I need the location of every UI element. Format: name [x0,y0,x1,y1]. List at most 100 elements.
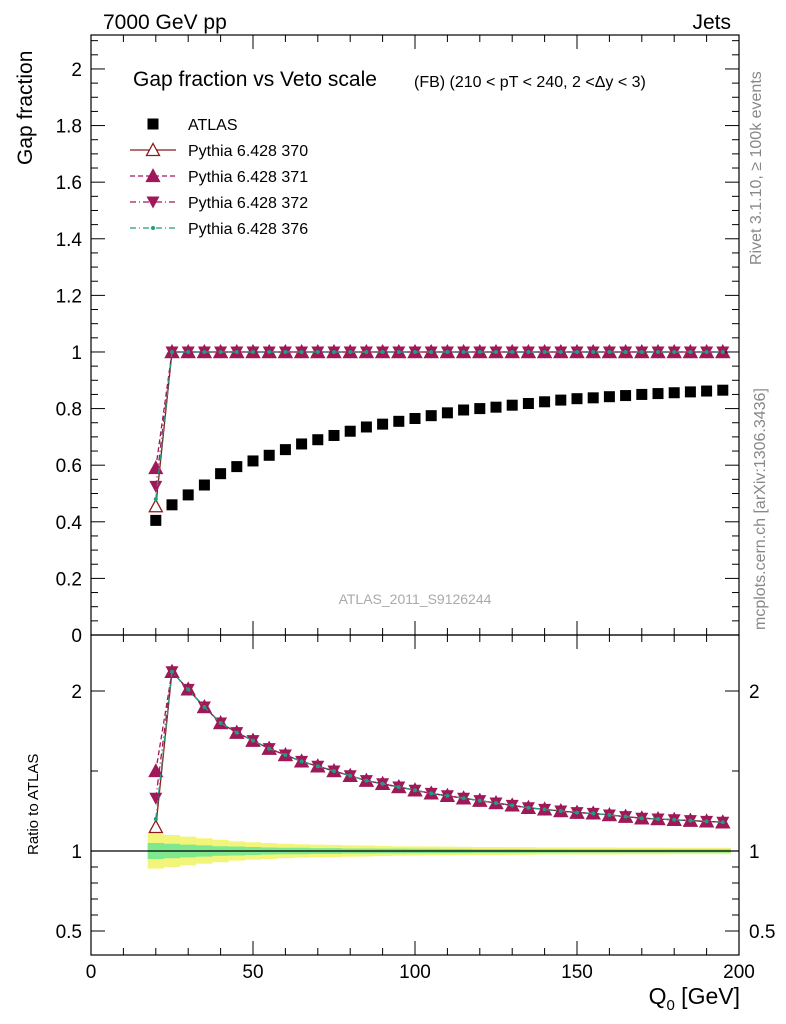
x-tick-label: 0 [86,962,97,983]
main-point-atlas [458,404,470,416]
ratio-point-pythia-6-428-376 [704,819,709,824]
main-y-tick-label: 0 [71,626,82,647]
main-point-pythia-6-428-376 [461,349,466,354]
main-y-tick-label: 1.8 [56,117,82,138]
main-point-pythia-6-428-376 [380,349,385,354]
ratio-point-pythia-6-428-376 [315,764,320,769]
legend: ATLAS Pythia 6.428 370 Pythia 6.428 371 Pyt… [130,117,308,238]
ratio-point-pythia-6-428-376 [461,796,466,801]
main-point-atlas [684,386,696,398]
legend-label-pythia-6-428-376: Pythia 6.428 376 [188,221,308,238]
main-point-pythia-6-428-376 [510,349,515,354]
main-point-pythia-6-428-376 [639,349,644,354]
x-axis-title-subscript: 0 [666,997,674,1014]
main-point-atlas [506,399,518,411]
main-point-pythia-6-428-376 [348,349,353,354]
ratio-point-pythia-6-428-376 [720,820,725,825]
main-point-pythia-6-428-376 [202,349,207,354]
main-line-pythia-6-428-370 [155,351,723,507]
ratio-point-pythia-6-428-376 [267,746,272,751]
ratio-point-pythia-6-428-376 [526,805,531,810]
ratio-point-pythia-6-428-376 [186,687,191,692]
legend-label-atlas: ATLAS [188,117,238,134]
main-point-atlas [636,388,648,400]
main-point-atlas [360,421,372,433]
main-point-atlas [312,434,324,446]
main-point-atlas [539,396,551,408]
ratio-y-tick-label-right: 0.5 [749,922,775,943]
main-point-pythia-6-428-376 [623,349,628,354]
x-tick-label: 50 [242,962,263,983]
main-y-tick-label: 1.6 [56,173,82,194]
main-y-tick-label: 0.6 [56,456,82,477]
main-point-pythia-6-428-370 [148,498,164,513]
ratio-point-pythia-6-428-370 [148,819,164,834]
analysis-label: ATLAS_2011_S9126244 [339,591,492,607]
ratio-line-pythia-6-428-371 [155,670,723,823]
main-point-pythia-6-428-376 [656,349,660,354]
main-point-atlas [377,418,389,430]
ratio-line-pythia-6-428-376 [155,670,723,823]
legend-marker-pythia-6-428-371 [145,168,161,183]
mcplots-label: mcplots.cern.ch [arXiv:1306.3436] [752,388,769,630]
main-point-pythia-6-428-376 [283,349,288,354]
ratio-point-pythia-6-428-376 [283,753,288,757]
main-point-pythia-6-428-376 [526,349,531,354]
ratio-point-pythia-6-428-376 [251,738,255,743]
main-point-pythia-6-428-376 [445,349,450,354]
main-point-atlas [555,394,567,406]
main-point-pythia-6-428-376 [413,349,417,354]
x-axis-title-unit: [GeV] [675,983,740,1009]
main-line-pythia-6-428-371 [155,351,723,469]
main-point-atlas [441,407,453,419]
legend-label-pythia-6-428-370: Pythia 6.428 370 [188,143,308,160]
main-point-pythia-6-428-376 [218,349,223,354]
ratio-y-tick-label: 2 [71,682,82,703]
main-point-atlas [215,468,227,480]
main-point-atlas [150,514,162,526]
header-left-label: 7000 GeV pp [103,11,227,34]
main-y-tick-label: 0.2 [56,569,82,590]
legend-marker-pythia-6-428-376 [151,226,155,230]
main-point-pythia-6-428-376 [575,349,579,354]
main-y-tick-label: 1 [71,343,82,364]
ratio-point-pythia-6-428-376 [332,769,336,773]
main-point-pythia-6-428-376 [558,349,563,354]
main-point-atlas [603,391,615,403]
main-point-atlas [296,438,308,450]
ratio-point-pythia-6-428-376 [607,813,612,817]
ratio-plot-frame [90,634,740,956]
x-axis-title: Q0 [GeV] [649,983,740,1014]
legend-marker-atlas [147,118,159,130]
ratio-point-pythia-6-428-376 [688,818,693,823]
main-point-pythia-6-428-376 [364,349,369,354]
main-point-atlas [166,499,178,511]
ratio-line-pythia-6-428-370 [155,670,723,828]
ratio-plot-panel: 0.5 0.5 1 1 2 2 0 50 100 150 200 [56,634,775,983]
legend-label-pythia-6-428-372: Pythia 6.428 372 [188,195,308,212]
ratio-point-pythia-6-428-376 [429,791,434,796]
ratio-point-pythia-6-428-376 [623,814,628,819]
x-tick-label: 150 [561,962,593,983]
x-tick-label: 100 [399,962,431,983]
main-point-atlas [717,384,729,396]
main-point-atlas [701,385,713,397]
ratio-point-pythia-6-428-376 [153,817,158,821]
ratio-point-pythia-6-428-376 [299,759,304,764]
main-y-tick-label: 0.4 [56,513,83,534]
ratio-y-tick-label: 1 [71,842,82,863]
ratio-point-pythia-6-428-376 [639,816,644,821]
main-point-pythia-6-428-376 [720,349,725,354]
ratio-y-tick-label: 0.5 [56,922,82,943]
main-point-pythia-6-428-376 [688,349,693,354]
main-line-pythia-6-428-376 [155,351,723,500]
main-point-pythia-6-428-376 [186,349,191,354]
main-point-atlas [571,393,583,405]
main-point-pythia-6-428-376 [234,349,239,354]
main-point-atlas [393,415,405,427]
ratio-point-pythia-6-428-376 [348,773,353,778]
main-point-pythia-6-428-376 [315,349,320,354]
main-point-atlas [522,397,534,409]
ratio-point-pythia-6-428-376 [575,810,579,815]
